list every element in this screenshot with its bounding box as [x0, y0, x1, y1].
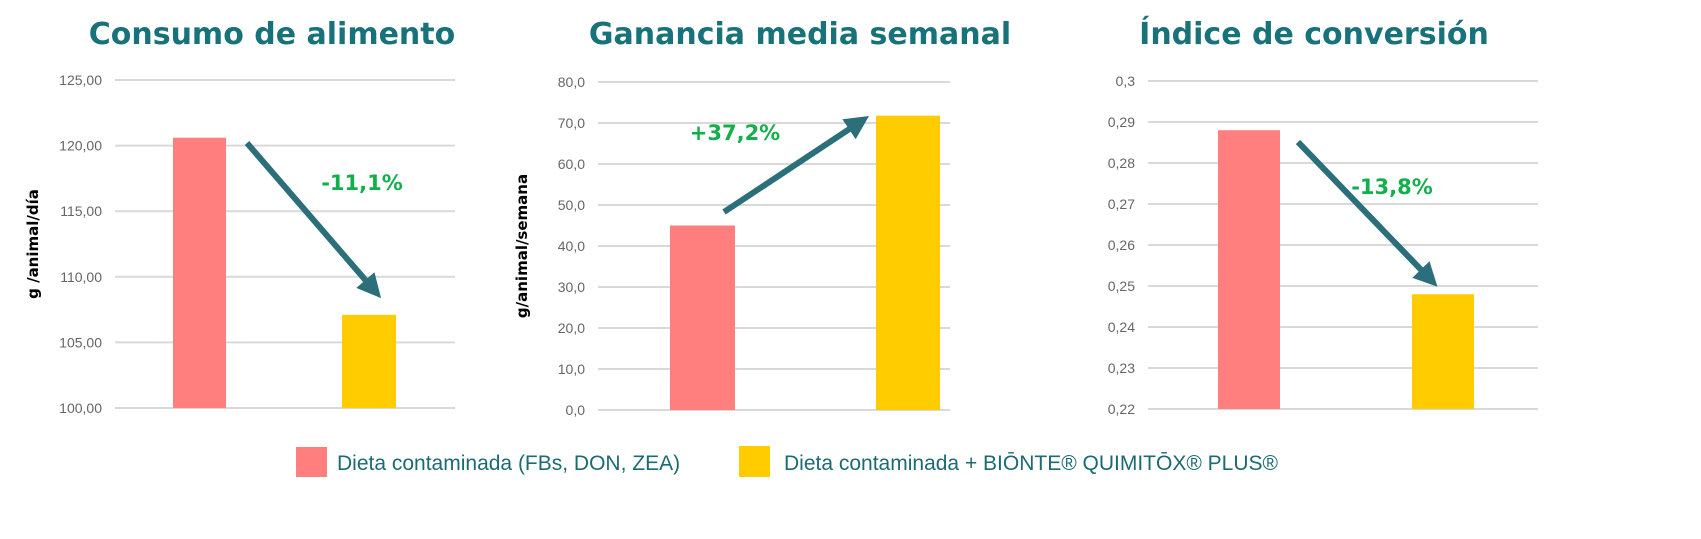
- y-tick-label: 0,27: [1108, 196, 1135, 212]
- chart-title: Ganancia media semanal: [589, 17, 1011, 52]
- y-tick-label: 60,0: [558, 156, 585, 172]
- y-tick-label: 120,00: [59, 138, 102, 154]
- bar-contaminated: [173, 137, 226, 408]
- y-tick-label: 20,0: [558, 320, 585, 336]
- y-tick-label: 0,0: [566, 402, 586, 418]
- y-tick-label: 115,00: [60, 203, 102, 219]
- change-annotation: -13,8%: [1351, 175, 1433, 199]
- chart-title: Índice de conversión: [1139, 16, 1489, 52]
- bar-quimitox: [1412, 294, 1474, 409]
- trend-arrow-down: [244, 141, 382, 299]
- y-tick-label: 0,23: [1108, 360, 1135, 376]
- y-axis-label: g /animal/día: [24, 189, 42, 299]
- chart-title: Consumo de alimento: [89, 17, 456, 52]
- legend-swatch-contaminated: [296, 447, 327, 477]
- y-tick-label: 0,25: [1108, 278, 1135, 294]
- legend-label-quimitox: Dieta contaminada + BIŌNTE® QUIMITŌX® PL…: [784, 452, 1279, 475]
- change-annotation: +37,2%: [690, 121, 780, 145]
- y-tick-label: 0,24: [1108, 319, 1135, 335]
- bar-contaminated: [1218, 130, 1280, 409]
- chart-1: Consumo de alimento 100,00 105,00 110,00 115…: [24, 17, 455, 416]
- trend-arrow-down: [1295, 139, 1438, 287]
- y-tick-label: 125,00: [59, 72, 102, 88]
- y-tick-label: 40,0: [558, 238, 585, 254]
- y-tick-label: 70,0: [558, 115, 585, 131]
- legend-swatch-quimitox: [739, 446, 770, 477]
- bar-contaminated: [670, 225, 735, 410]
- y-tick-label: 0,28: [1108, 155, 1135, 171]
- y-tick-label: 100,00: [59, 400, 102, 416]
- y-tick-label: 0,26: [1108, 237, 1135, 253]
- y-tick-label: 0,3: [1116, 73, 1136, 89]
- y-tick-label: 0,22: [1108, 401, 1135, 417]
- legend: Dieta contaminada (FBs, DON, ZEA) Dieta …: [296, 446, 1279, 477]
- y-tick-label: 50,0: [558, 197, 585, 213]
- y-tick-label: 10,0: [558, 361, 585, 377]
- chart-2: Ganancia media semanal 0,0 10,0 20,0 30,0 40,…: [513, 17, 1011, 418]
- y-tick-label: 110,00: [60, 269, 102, 285]
- bar-quimitox: [342, 314, 396, 408]
- legend-label-contaminated: Dieta contaminada (FBs, DON, ZEA): [337, 452, 680, 475]
- change-annotation: -11,1%: [321, 171, 403, 195]
- y-tick-label: 30,0: [558, 279, 585, 295]
- y-tick-label: 105,00: [59, 334, 102, 350]
- y-tick-label: 80,0: [558, 74, 585, 90]
- chart-3: Índice de conversión 0,22 0,23 0,24 0,25 0,26…: [1108, 16, 1538, 417]
- y-tick-label: 0,29: [1108, 114, 1135, 130]
- y-axis-label: g/animal/semana: [513, 174, 531, 318]
- trend-arrow-up: [722, 116, 870, 215]
- bar-quimitox: [876, 115, 940, 411]
